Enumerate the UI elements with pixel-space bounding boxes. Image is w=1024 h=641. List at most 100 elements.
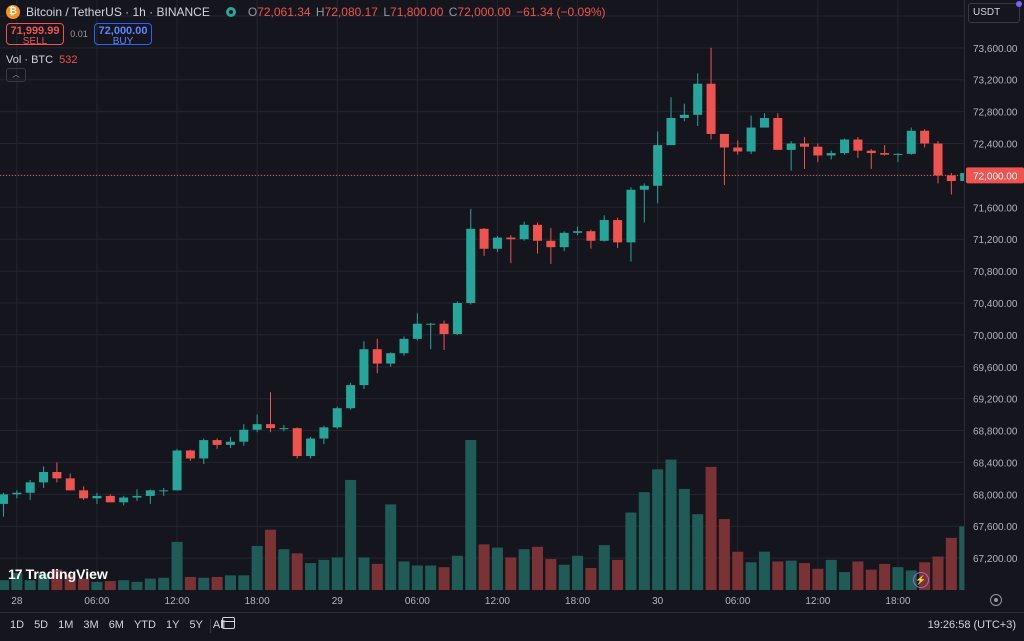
candle-body [39,472,49,483]
tradingview-name: TradingView [25,566,108,582]
clock-readout[interactable]: 19:26:58 (UTC+3) [927,619,1016,631]
volume-bar [839,572,851,590]
range-1m-button[interactable]: 1M [58,619,74,631]
market-status-icon[interactable] [225,7,236,17]
candlestick-chart[interactable] [0,0,1011,590]
candle-body [452,302,462,335]
candle-body [880,153,890,155]
range-1d-button[interactable]: 1D [10,619,25,631]
volume-bar [211,576,223,590]
time-tick-label: 29 [332,596,344,607]
price-axis[interactable]: 74,000.0073,600.0073,200.0072,800.0072,4… [964,0,1024,590]
sell-label: SELL [22,36,48,47]
candle-body [746,127,756,152]
volume-bar [638,492,650,590]
volume-bar [732,551,744,590]
time-tick-label: 18:00 [565,596,590,607]
time-tick-label: 12:00 [165,596,190,607]
bitcoin-logo-icon: ₿ [6,5,20,19]
range-ytd-button[interactable]: YTD [133,619,156,631]
volume-bar [331,557,343,590]
calendar-icon[interactable] [222,617,235,629]
candle-body [479,228,489,249]
symbol-legend[interactable]: ₿ Bitcoin / TetherUS · 1h · BINANCE O72,… [6,5,608,19]
volume-bar [131,581,143,590]
tradingview-logo[interactable]: 17 TradingView [8,566,108,582]
candle-body [279,428,289,430]
candle-body [506,237,516,240]
candle-body [386,353,396,364]
candle-body [693,83,703,115]
volume-bar [945,537,957,590]
volume-bar [491,547,503,590]
ohlc-low-value: 71,800.00 [390,5,444,19]
time-axis[interactable]: 28 06:00 12:00 18:00 29 06:00 12:00 18:00 30 06:0… [0,590,964,612]
price-tick-label: 71,600.00 [973,203,1018,214]
ohlc-close-value: 72,000.00 [457,5,511,19]
collapse-legend-button[interactable]: ︿ [6,68,26,82]
candle-body [759,118,769,128]
volume-bar [932,556,944,590]
volume-bar [612,559,624,590]
volume-bar [358,557,370,590]
volume-bar [465,440,477,590]
volume-bar [118,580,130,590]
lightning-icon[interactable]: ⚡ [913,572,929,588]
volume-legend[interactable]: Vol · BTC 532 [6,54,77,66]
candle-body [840,139,850,154]
ohlc-high-value: 72,080.17 [324,5,378,19]
volume-bar [865,569,877,590]
volume-bar [718,519,730,590]
candle-body [105,495,115,503]
candle-body [12,492,22,495]
candle-body [439,323,449,335]
buy-button[interactable]: 72,000.00 BUY [94,23,152,47]
candle-body [599,220,609,241]
chart-plot-area[interactable] [0,0,1011,590]
quick-trade-panel: 71,999.99 SELL 0.01 72,000.00 BUY [6,23,152,47]
candle-body [626,189,636,243]
time-tick-label: 06:00 [725,596,750,607]
volume-bar [532,546,543,590]
volume-bar [171,541,183,590]
range-5y-button[interactable]: 5Y [189,619,203,631]
volume-bar [665,459,677,590]
range-6m-button[interactable]: 6M [108,619,124,631]
time-tick-label: 12:00 [805,596,830,607]
ohlc-high-key: H [315,5,325,19]
price-tick-label: 73,600.00 [973,44,1018,55]
volume-bar [371,563,383,590]
ohlc-open-key: O [247,5,258,19]
currency-button[interactable]: USDT [968,1,1022,23]
sell-button[interactable]: 71,999.99 SELL [6,23,64,47]
ohlc-open-value: 72,061.34 [257,5,311,19]
candle-body [466,228,476,303]
tradingview-mark-icon: 17 [8,566,23,582]
candle-body [199,440,209,459]
candle-body [800,143,809,147]
candle-body [666,118,676,146]
volume-bar [198,577,210,590]
candle-body [786,143,796,150]
price-tick-label: 67,200.00 [973,554,1018,565]
range-3m-button[interactable]: 3M [83,619,99,631]
volume-bar [91,581,103,590]
price-tick-label: 73,200.00 [973,76,1018,87]
candle-body [399,338,409,354]
volume-bar [425,565,437,590]
symbol-title[interactable]: Bitcoin / TetherUS · 1h · BINANCE [26,5,210,19]
candle-body [0,494,8,504]
volume-bar [572,555,584,590]
time-tick-label: 30 [652,596,664,607]
ohlc-close-key: C [448,5,458,19]
candle-body [185,450,195,459]
volume-bar [24,580,36,590]
volume-bar [51,569,63,590]
time-tick-label: 18:00 [245,596,270,607]
range-1y-button[interactable]: 1Y [165,619,180,631]
volume-bar [0,580,9,590]
gear-icon[interactable] [990,594,1002,606]
range-5d-button[interactable]: 5D [34,619,49,631]
price-tick-label: 70,000.00 [973,331,1018,342]
time-axis-svg: 28 06:00 12:00 18:00 29 06:00 12:00 18:00 30 06:0… [11,596,911,607]
